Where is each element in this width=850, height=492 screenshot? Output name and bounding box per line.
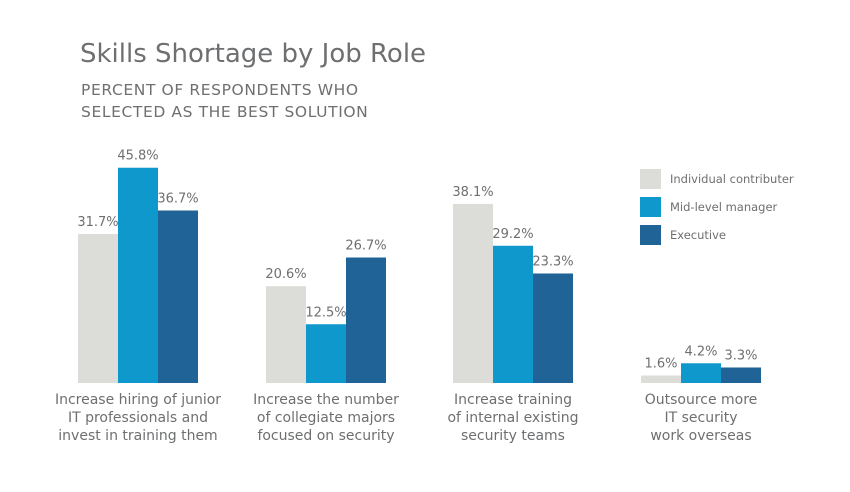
data-label-3-0: 1.6% — [644, 356, 677, 371]
legend-swatch-2 — [640, 225, 661, 245]
bar-1-1 — [306, 324, 346, 383]
category-label-0-line-1: IT professionals and — [68, 410, 208, 426]
chart-subtitle-line-1: PERCENT OF RESPONDENTS WHO — [81, 81, 359, 99]
chart-title: Skills Shortage by Job Role — [80, 39, 426, 69]
bar-0-1 — [118, 167, 158, 383]
data-label-1-1: 12.5% — [305, 305, 346, 320]
data-label-2-2: 23.3% — [532, 254, 573, 269]
data-label-0-2: 36.7% — [157, 192, 198, 207]
category-labels-layer: Increase hiring of junior IT professional… — [55, 392, 757, 444]
chart-subtitle-line-2: SELECTED AS THE BEST SOLUTION — [81, 103, 368, 121]
legend: Individual contributer Mid-level manager E… — [640, 169, 794, 245]
data-label-0-0: 31.7% — [77, 215, 118, 230]
category-label-0-line-2: invest in training them — [58, 428, 217, 444]
bar-1-2 — [346, 257, 386, 383]
data-label-2-1: 29.2% — [492, 227, 533, 242]
category-label-2-line-0: Increase training — [454, 392, 572, 408]
category-label-2-line-1: of internal existing — [447, 410, 578, 426]
bar-0-2 — [158, 210, 198, 383]
bar-3-0 — [641, 375, 681, 383]
data-label-1-0: 20.6% — [265, 267, 306, 282]
category-label-3-line-1: IT security — [664, 410, 737, 426]
category-label-0-line-0: Increase hiring of junior — [55, 392, 221, 408]
data-labels-layer: 31.7% 45.8% 36.7% 20.6% 12.5% 26.7% 38.1% 29.2%… — [77, 149, 757, 372]
bar-3-2 — [721, 367, 761, 383]
category-label-2-line-2: security teams — [461, 428, 565, 444]
data-label-3-1: 4.2% — [684, 344, 717, 359]
bar-2-2 — [533, 273, 573, 383]
data-label-1-2: 26.7% — [345, 239, 386, 254]
bar-2-1 — [493, 245, 533, 383]
bar-2-0 — [453, 203, 493, 383]
category-label-1-line-2: focused on security — [257, 428, 394, 444]
bar-1-0 — [266, 286, 306, 383]
legend-swatch-1 — [640, 197, 661, 217]
data-label-2-0: 38.1% — [452, 185, 493, 200]
category-label-1-line-1: of collegiate majors — [257, 410, 395, 426]
category-label-3-line-0: Outsource more — [645, 392, 758, 408]
legend-label-0: Individual contributer — [670, 172, 794, 186]
legend-label-2: Executive — [670, 228, 726, 242]
bar-0-0 — [78, 234, 118, 383]
data-label-3-2: 3.3% — [724, 348, 757, 363]
legend-swatch-0 — [640, 169, 661, 189]
bars-layer — [78, 167, 761, 383]
category-label-3-line-2: work overseas — [650, 428, 751, 444]
category-label-1-line-0: Increase the number — [253, 392, 399, 408]
data-label-0-1: 45.8% — [117, 149, 158, 164]
legend-label-1: Mid-level manager — [670, 200, 778, 214]
bar-3-1 — [681, 363, 721, 383]
